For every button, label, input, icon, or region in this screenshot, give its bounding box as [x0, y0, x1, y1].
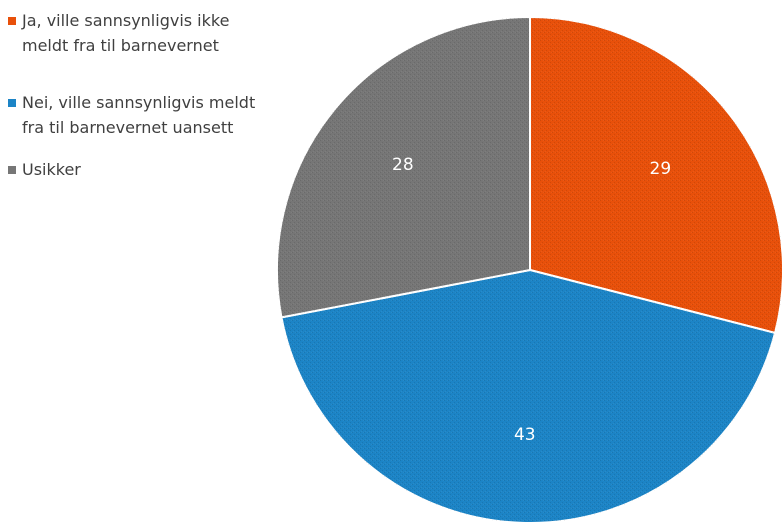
data-label-usikker: 28	[392, 155, 414, 175]
legend-swatch-nei	[8, 99, 16, 107]
pie-slices	[276, 16, 782, 522]
legend-item-usikker: Usikker	[8, 157, 278, 182]
data-label-nei: 43	[514, 425, 536, 445]
legend-item-nei: Nei, ville sannsynligvis meldt fra til b…	[8, 90, 278, 140]
pie-data-labels: 29 43 28	[392, 155, 671, 445]
data-label-ja: 29	[650, 159, 672, 179]
legend-swatch-usikker	[8, 166, 16, 174]
legend-item-ja: Ja, ville sannsynligvis ikke meldt fra t…	[8, 8, 278, 58]
legend-swatch-ja	[8, 17, 16, 25]
legend-label-nei: Nei, ville sannsynligvis meldt fra til b…	[22, 93, 256, 137]
chart-legend: Ja, ville sannsynligvis ikke meldt fra t…	[8, 8, 278, 182]
legend-label-usikker: Usikker	[22, 160, 81, 179]
legend-label-ja: Ja, ville sannsynligvis ikke meldt fra t…	[22, 11, 230, 55]
